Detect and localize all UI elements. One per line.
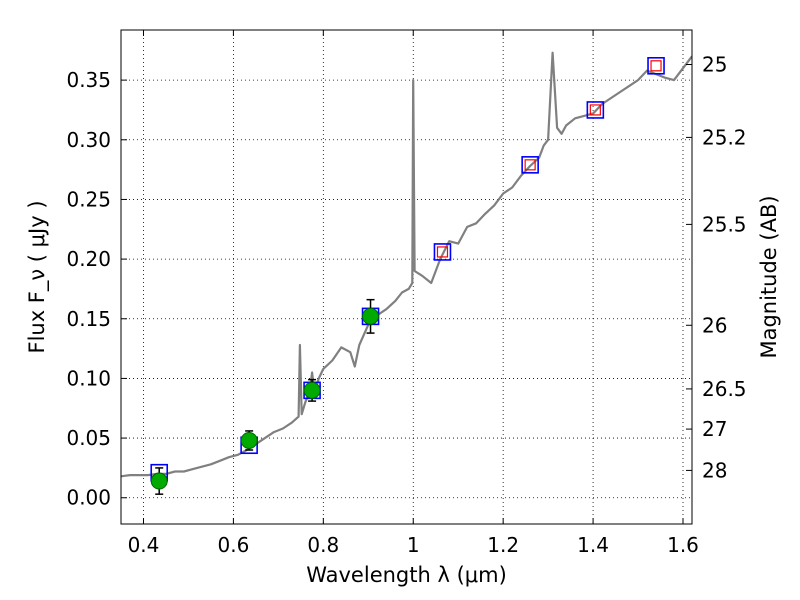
- grid-lines: [121, 30, 692, 524]
- upper-limit-square: [589, 104, 601, 116]
- magnitude-tick-label: 25.5: [702, 212, 747, 236]
- magnitude-tick-label: 26: [702, 313, 727, 337]
- y-tick-label: 0.15: [66, 307, 111, 331]
- magnitude-tick-label: 25: [702, 53, 727, 77]
- y-tick-label: 0.30: [66, 128, 111, 152]
- y-axis-label: Flux F_ν ( μJy ): [25, 200, 50, 353]
- magnitude-tick-label: 26.5: [702, 377, 747, 401]
- upper-limit-square: [436, 246, 449, 258]
- x-tick-label: 1: [407, 533, 420, 557]
- x-tick-label: 0.6: [217, 533, 249, 557]
- y-tick-label: 0.35: [66, 68, 111, 92]
- y-tick-label: 0.10: [66, 366, 111, 390]
- y-tick-label: 0.05: [66, 426, 111, 450]
- x-tick-label: 1.6: [667, 533, 699, 557]
- model-flux-square: [647, 56, 665, 75]
- magnitude-tick-label: 25.2: [702, 125, 747, 149]
- x-axis-label: Wavelength λ (μm): [306, 563, 507, 587]
- magnitude-tick-label: 27: [702, 417, 727, 441]
- y-tick-label: 0.25: [66, 187, 111, 211]
- observed-flux-point: [303, 381, 321, 399]
- y-tick-label: 0.20: [66, 247, 111, 271]
- x-tick-label: 1.2: [487, 533, 519, 557]
- observed-flux-point: [362, 307, 380, 325]
- model-spectrum-line: [121, 51, 692, 478]
- x-tick-label: 0.8: [307, 533, 339, 557]
- upper-limit-square: [650, 60, 662, 72]
- magnitude-axis: 25 25.2 25.5 26 26.5 27 28: [686, 53, 747, 482]
- observed-flux-point: [240, 431, 258, 449]
- magnitude-axis-label: Magnitude (AB): [757, 195, 781, 358]
- spectrum-layer: [121, 51, 692, 478]
- model-flux-square: [521, 156, 539, 174]
- y-axis: 0.00 0.05 0.10 0.15 0.20 0.25 0.30 0.35: [66, 68, 127, 510]
- model-flux-square: [586, 101, 605, 119]
- observed-flux-point: [150, 472, 168, 490]
- model-flux-square: [433, 243, 452, 261]
- y-tick-label: 0.00: [66, 486, 111, 510]
- plot-frame: [120, 29, 693, 525]
- x-tick-label: 1.4: [577, 533, 609, 557]
- x-axis: 0.4 0.6 0.8 1 1.2 1.4 1.6: [128, 30, 699, 557]
- x-tick-label: 0.4: [128, 533, 160, 557]
- marker-layer: [150, 56, 665, 495]
- magnitude-tick-label: 28: [702, 458, 727, 482]
- upper-limit-square: [524, 159, 536, 171]
